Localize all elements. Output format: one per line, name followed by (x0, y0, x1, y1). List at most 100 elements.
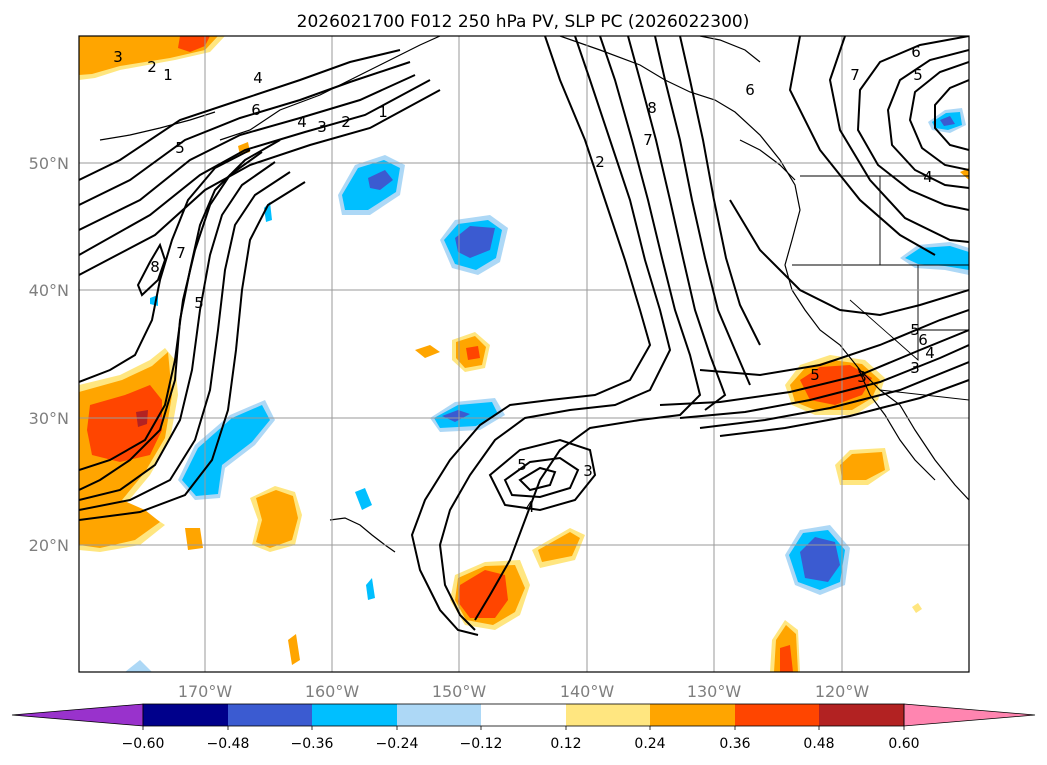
colorbar-label: 0.36 (719, 736, 750, 752)
contour-line (79, 171, 291, 511)
map-panel: 3 2 1 4 6 4 3 2 1 5 8 7 5 2 7 8 6 6 5 4 … (79, 36, 969, 672)
lon-tick-label: 150°W (432, 682, 487, 701)
contour-line (79, 74, 416, 231)
contour-label: 6 (251, 101, 261, 119)
contour-line (659, 329, 969, 406)
contour-line (438, 36, 672, 631)
colorbar-label: −0.48 (207, 736, 250, 752)
contour-line (828, 36, 969, 243)
colorbar-label: −0.60 (122, 736, 165, 752)
vancouver-island (739, 139, 796, 181)
contour-line (410, 36, 652, 636)
contour-label: 4 (253, 69, 263, 87)
contour-line (79, 89, 441, 276)
contour-line (79, 61, 411, 206)
colorbar-segment (312, 704, 397, 726)
contour-label: 3 (113, 48, 123, 66)
slp-contours (79, 36, 969, 636)
contour-line (503, 456, 580, 499)
contour-label: 4 (525, 498, 535, 516)
lon-tick-label: 120°W (815, 682, 870, 701)
lat-tick-label: 20°N (29, 536, 69, 555)
lon-tick-label: 130°W (687, 682, 742, 701)
coastlines (99, 36, 969, 553)
pv-positive-region (800, 365, 872, 405)
colorbar-segment (228, 704, 312, 726)
contour-line (788, 36, 936, 256)
contour-line (518, 466, 557, 492)
pv-positive-region (466, 346, 480, 360)
contour-line (699, 309, 969, 377)
contour-line (886, 49, 969, 189)
contour-label: 6 (918, 331, 928, 349)
contour-label: 5 (194, 294, 204, 312)
contour-line (679, 36, 761, 346)
contour-line (79, 149, 251, 383)
colorbar-label: 0.12 (550, 736, 581, 752)
pv-positive-region (912, 603, 922, 613)
colorbar-label: 0.24 (634, 736, 665, 752)
pv-positive-region (87, 385, 162, 462)
gridlines (79, 36, 969, 672)
pv-negative-region (940, 116, 955, 126)
contour-line (79, 161, 276, 501)
colorbar-segment (735, 704, 819, 726)
pv-shading (79, 36, 969, 672)
gulf-of-alaska-coast (699, 36, 761, 63)
contour-label: 5 (910, 321, 920, 339)
pv-negative-region (442, 410, 470, 422)
contour-line (79, 151, 263, 471)
colorbar-label: 0.48 (803, 736, 834, 752)
lat-tick-label: 40°N (29, 281, 69, 300)
contour-line (908, 61, 969, 171)
pv-positive-region (538, 532, 580, 562)
contour-label: 4 (925, 344, 935, 362)
contour-line (729, 199, 969, 317)
contour-line (719, 379, 969, 437)
colorbar-segment (566, 704, 650, 726)
colorbar-segment (481, 704, 566, 726)
contour-labels: 3 2 1 4 6 4 3 2 1 5 8 7 5 2 7 8 6 6 5 4 … (113, 43, 935, 516)
colorbar-segment (397, 704, 481, 726)
lon-axis: 170°W 160°W 150°W 140°W 130°W 120°W (178, 682, 870, 701)
contour-label: 3 (583, 462, 593, 480)
pv-positive-region (288, 634, 300, 665)
contour-label: 3 (910, 359, 920, 377)
contour-line (699, 361, 969, 429)
contour-label: 7 (850, 66, 860, 84)
contour-line (934, 79, 969, 151)
contour-line (474, 36, 702, 621)
contour-label: 7 (176, 244, 186, 262)
pv-negative-region (905, 246, 969, 270)
colorbar-extend-low (11, 703, 144, 727)
pv-negative-region (182, 405, 270, 496)
contour-label: 6 (745, 81, 755, 99)
contour-label: 5 (913, 66, 923, 84)
contour-line (856, 36, 969, 211)
contour-label: 1 (163, 66, 173, 84)
pv-positive-region (458, 570, 508, 618)
pv-negative-region (800, 537, 840, 582)
colorbar-label: −0.36 (291, 736, 334, 752)
contour-label: 3 (317, 118, 327, 136)
contour-label: 1 (378, 103, 388, 121)
colorbar-segment (650, 704, 735, 726)
contour-label: 5 (810, 366, 820, 384)
colorbar-extend-high (903, 703, 1036, 727)
pv-positive-region (840, 452, 885, 480)
contour-line (679, 344, 969, 419)
contour-line (488, 438, 597, 512)
contour-label: 4 (297, 113, 307, 131)
colorbar-label: 0.60 (888, 736, 919, 752)
hawaii (329, 517, 396, 553)
lon-tick-label: 170°W (178, 682, 233, 701)
colorbar-label: −0.12 (460, 736, 503, 752)
contour-label: 6 (911, 43, 921, 61)
pv-positive-region (256, 490, 298, 548)
contour-line (79, 79, 431, 256)
baja-california (857, 367, 936, 481)
pv-positive-region (415, 345, 440, 358)
lat-tick-label: 30°N (29, 409, 69, 428)
aleutian-chain (99, 111, 216, 141)
